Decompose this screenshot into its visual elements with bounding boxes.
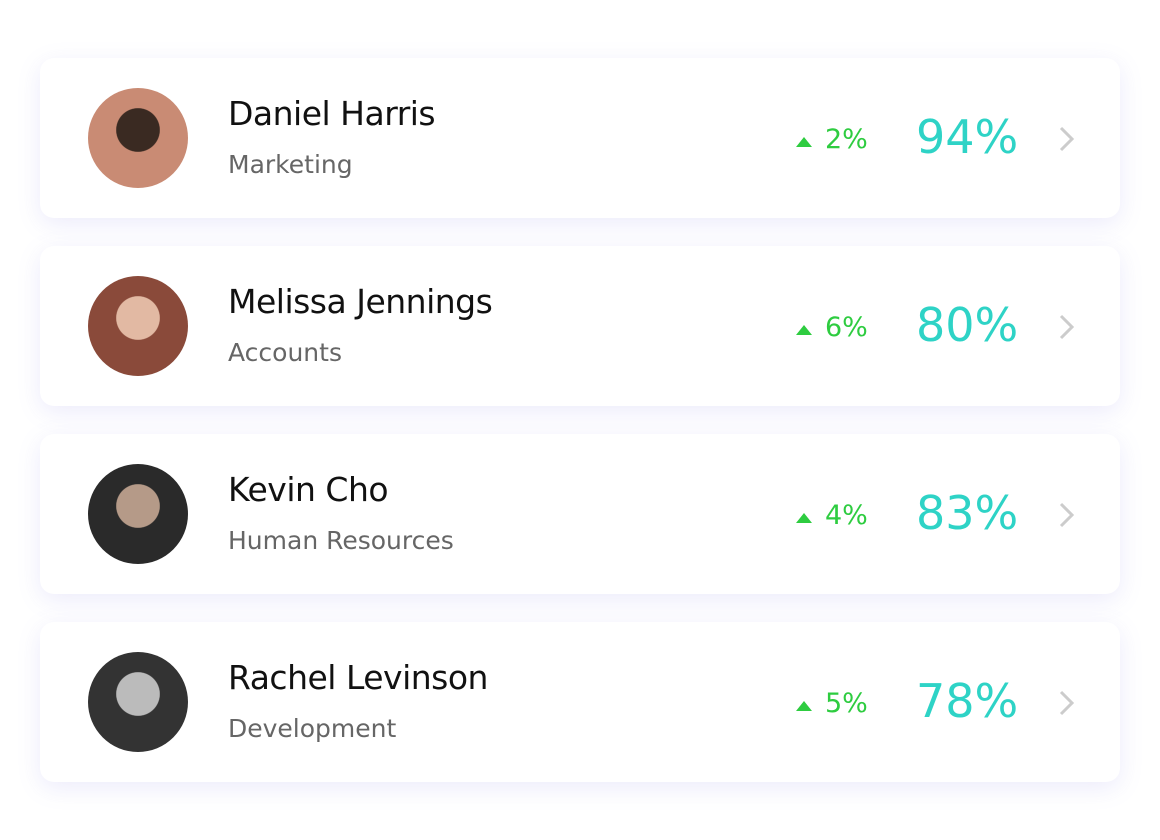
change-value: 6% (825, 312, 868, 343)
score-value: 80% (916, 298, 1019, 352)
person-name: Melissa Jennings (228, 282, 493, 321)
chevron-right-icon[interactable] (1056, 500, 1078, 530)
person-department: Accounts (228, 338, 342, 367)
score-value: 78% (916, 674, 1019, 728)
score-value: 94% (916, 110, 1019, 164)
change-value: 4% (825, 500, 868, 531)
chevron-right-icon[interactable] (1056, 124, 1078, 154)
avatar (88, 464, 188, 564)
avatar (88, 276, 188, 376)
person-department: Development (228, 714, 397, 743)
trend-up-icon (796, 325, 812, 335)
person-name: Daniel Harris (228, 94, 436, 133)
person-card[interactable]: Melissa Jennings Accounts 6% 80% (40, 246, 1120, 406)
person-department: Human Resources (228, 526, 454, 555)
person-card[interactable]: Rachel Levinson Development 5% 78% (40, 622, 1120, 782)
chevron-right-icon[interactable] (1056, 312, 1078, 342)
trend-up-icon (796, 137, 812, 147)
person-name: Kevin Cho (228, 470, 389, 509)
person-name: Rachel Levinson (228, 658, 488, 697)
trend-up-icon (796, 701, 812, 711)
person-card[interactable]: Kevin Cho Human Resources 4% 83% (40, 434, 1120, 594)
avatar (88, 88, 188, 188)
person-department: Marketing (228, 150, 353, 179)
change-value: 5% (825, 688, 868, 719)
chevron-right-icon[interactable] (1056, 688, 1078, 718)
score-value: 83% (916, 486, 1019, 540)
trend-up-icon (796, 513, 812, 523)
person-card[interactable]: Daniel Harris Marketing 2% 94% (40, 58, 1120, 218)
change-value: 2% (825, 124, 868, 155)
avatar (88, 652, 188, 752)
